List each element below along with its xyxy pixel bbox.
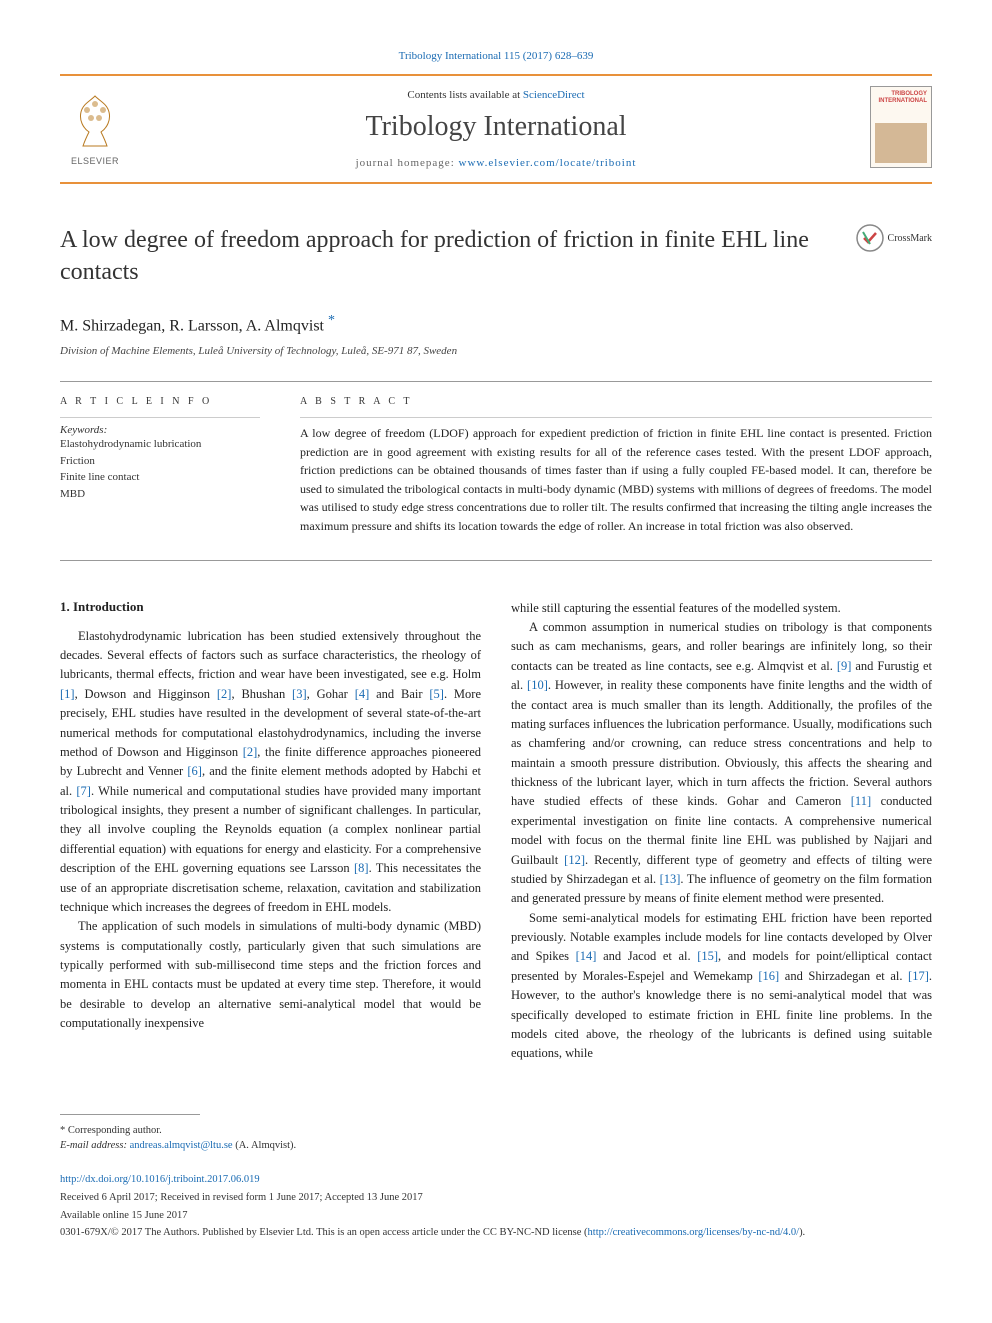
body-paragraph: The application of such models in simula…	[60, 917, 481, 1033]
ref-link[interactable]: [2]	[243, 745, 258, 759]
ref-link[interactable]: [5]	[429, 687, 444, 701]
rule-keywords	[60, 417, 260, 418]
abstract-heading: A B S T R A C T	[300, 396, 932, 407]
homepage-line: journal homepage: www.elsevier.com/locat…	[130, 157, 862, 169]
ref-link[interactable]: [9]	[837, 659, 852, 673]
corresponding-mark: *	[328, 313, 335, 328]
contents-prefix: Contents lists available at	[407, 89, 522, 101]
crossmark-icon	[856, 224, 884, 252]
author-list: M. Shirzadegan, R. Larsson, A. Almqvist	[60, 317, 324, 334]
body-paragraph: Elastohydrodynamic lubrication has been …	[60, 627, 481, 918]
keyword: MBD	[60, 486, 260, 503]
footer-rule	[60, 1114, 200, 1115]
ref-link[interactable]: [16]	[758, 969, 779, 983]
copyright-suffix: ).	[799, 1227, 805, 1238]
text: , Bhushan	[231, 687, 292, 701]
keyword: Finite line contact	[60, 469, 260, 486]
article-info-heading: A R T I C L E I N F O	[60, 396, 260, 407]
online-date: Available online 15 June 2017	[60, 1208, 932, 1224]
abstract-text: A low degree of freedom (LDOF) approach …	[300, 424, 932, 536]
elsevier-tree-icon	[69, 92, 121, 150]
body-column-left: 1. Introduction Elastohydrodynamic lubri…	[60, 599, 481, 1064]
cover-title: TRIBOLOGY INTERNATIONAL	[875, 91, 927, 104]
sciencedirect-link[interactable]: ScienceDirect	[523, 89, 585, 101]
journal-header: ELSEVIER Contents lists available at Sci…	[60, 76, 932, 182]
publisher-name: ELSEVIER	[60, 156, 130, 166]
email-label: E-mail address:	[60, 1140, 130, 1151]
ref-link[interactable]: [3]	[292, 687, 307, 701]
body-paragraph: while still capturing the essential feat…	[511, 599, 932, 618]
homepage-link[interactable]: www.elsevier.com/locate/triboint	[459, 157, 637, 169]
license-link[interactable]: http://creativecommons.org/licenses/by-n…	[588, 1227, 800, 1238]
crossmark-label: CrossMark	[888, 233, 932, 244]
text: Elastohydrodynamic lubrication has been …	[60, 629, 481, 682]
crossmark-badge[interactable]: CrossMark	[856, 224, 932, 252]
copyright-line: 0301-679X/© 2017 The Authors. Published …	[60, 1225, 932, 1241]
text: . However, in reality these components h…	[511, 678, 932, 808]
ref-link[interactable]: [7]	[76, 784, 91, 798]
journal-name: Tribology International	[130, 111, 862, 143]
ref-link[interactable]: [11]	[851, 794, 871, 808]
ref-link[interactable]: [4]	[355, 687, 370, 701]
citation-header: Tribology International 115 (2017) 628–6…	[60, 50, 932, 62]
keyword: Friction	[60, 453, 260, 470]
text: and Shirzadegan et al.	[779, 969, 908, 983]
email-suffix: (A. Almqvist).	[233, 1140, 297, 1151]
corresponding-note: * Corresponding author.	[60, 1123, 932, 1139]
publisher-logo: ELSEVIER	[60, 92, 130, 166]
copyright-text: 0301-679X/© 2017 The Authors. Published …	[60, 1227, 588, 1238]
ref-link[interactable]: [6]	[187, 764, 202, 778]
ref-link[interactable]: [15]	[697, 949, 718, 963]
homepage-prefix: journal homepage:	[356, 157, 459, 169]
body-paragraph: A common assumption in numerical studies…	[511, 618, 932, 909]
ref-link[interactable]: [12]	[564, 853, 585, 867]
keyword: Elastohydrodynamic lubrication	[60, 436, 260, 453]
text: and Jacod et al.	[596, 949, 697, 963]
rule-meta-bottom	[60, 560, 932, 561]
contents-line: Contents lists available at ScienceDirec…	[130, 89, 862, 101]
text: and Bair	[369, 687, 429, 701]
keywords-label: Keywords:	[60, 424, 260, 436]
text: , Dowson and Higginson	[75, 687, 217, 701]
authors: M. Shirzadegan, R. Larsson, A. Almqvist …	[60, 313, 932, 335]
ref-link[interactable]: [13]	[660, 872, 681, 886]
doi-link[interactable]: http://dx.doi.org/10.1016/j.triboint.201…	[60, 1174, 260, 1185]
ref-link[interactable]: [1]	[60, 687, 75, 701]
ref-link[interactable]: [8]	[354, 861, 369, 875]
ref-link[interactable]: [14]	[576, 949, 597, 963]
ref-link[interactable]: [17]	[908, 969, 929, 983]
email-line: E-mail address: andreas.almqvist@ltu.se …	[60, 1138, 932, 1154]
cover-accent	[875, 123, 927, 163]
rule-abstract	[300, 417, 932, 418]
article-title: A low degree of freedom approach for pre…	[60, 224, 836, 289]
rule-bottom	[60, 182, 932, 184]
affiliation: Division of Machine Elements, Luleå Univ…	[60, 345, 932, 357]
keywords-list: Elastohydrodynamic lubrication Friction …	[60, 436, 260, 502]
received-dates: Received 6 April 2017; Received in revis…	[60, 1190, 932, 1206]
text: , Gohar	[307, 687, 355, 701]
rule-meta-top	[60, 381, 932, 382]
email-link[interactable]: andreas.almqvist@ltu.se	[130, 1140, 233, 1151]
footer: * Corresponding author. E-mail address: …	[60, 1114, 932, 1242]
journal-cover-thumb: TRIBOLOGY INTERNATIONAL	[862, 86, 932, 172]
body-column-right: while still capturing the essential feat…	[511, 599, 932, 1064]
section-heading: 1. Introduction	[60, 599, 481, 615]
ref-link[interactable]: [10]	[527, 678, 548, 692]
ref-link[interactable]: [2]	[217, 687, 232, 701]
body-paragraph: Some semi-analytical models for estimati…	[511, 909, 932, 1064]
